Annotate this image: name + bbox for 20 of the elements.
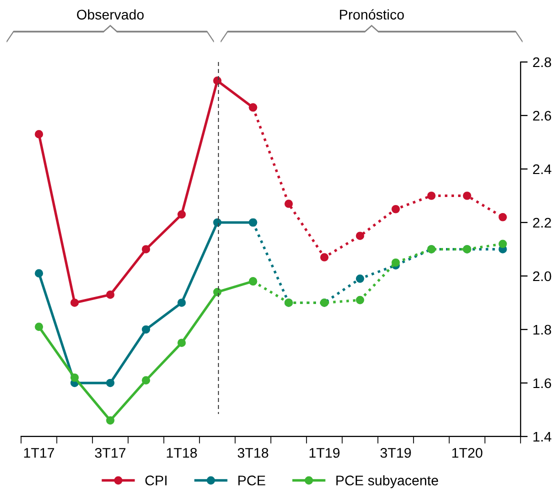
x-tick-label: 1T18 bbox=[166, 448, 197, 458]
y-tick-label: 1.4 bbox=[533, 432, 552, 442]
y-tick-label: 2.8 bbox=[533, 57, 552, 68]
y-tick-label: 2.6 bbox=[533, 110, 552, 121]
x-tick-label: 3T19 bbox=[380, 448, 411, 458]
legend-label: PCE subyacente bbox=[336, 475, 438, 488]
x-tick-label: 1T19 bbox=[310, 448, 340, 458]
y-tick-label: 1.8 bbox=[533, 324, 552, 335]
text: Observado bbox=[76, 9, 144, 20]
text: Pronóstico bbox=[340, 9, 404, 20]
x-tick-label: 3T18 bbox=[238, 448, 268, 458]
y-tick-label: 2.2 bbox=[533, 218, 552, 228]
legend-label: PCE bbox=[238, 476, 266, 486]
y-tick-label: 2.4 bbox=[533, 164, 552, 174]
y-tick-label: 2.0 bbox=[533, 271, 552, 282]
x-tick-label: 1T17 bbox=[24, 448, 54, 458]
x-tick-label: 3T17 bbox=[94, 448, 126, 458]
y-tick-label: 1.6 bbox=[533, 378, 552, 388]
legend-label: CPI bbox=[145, 476, 167, 486]
x-tick-label: 1T20 bbox=[452, 448, 482, 458]
